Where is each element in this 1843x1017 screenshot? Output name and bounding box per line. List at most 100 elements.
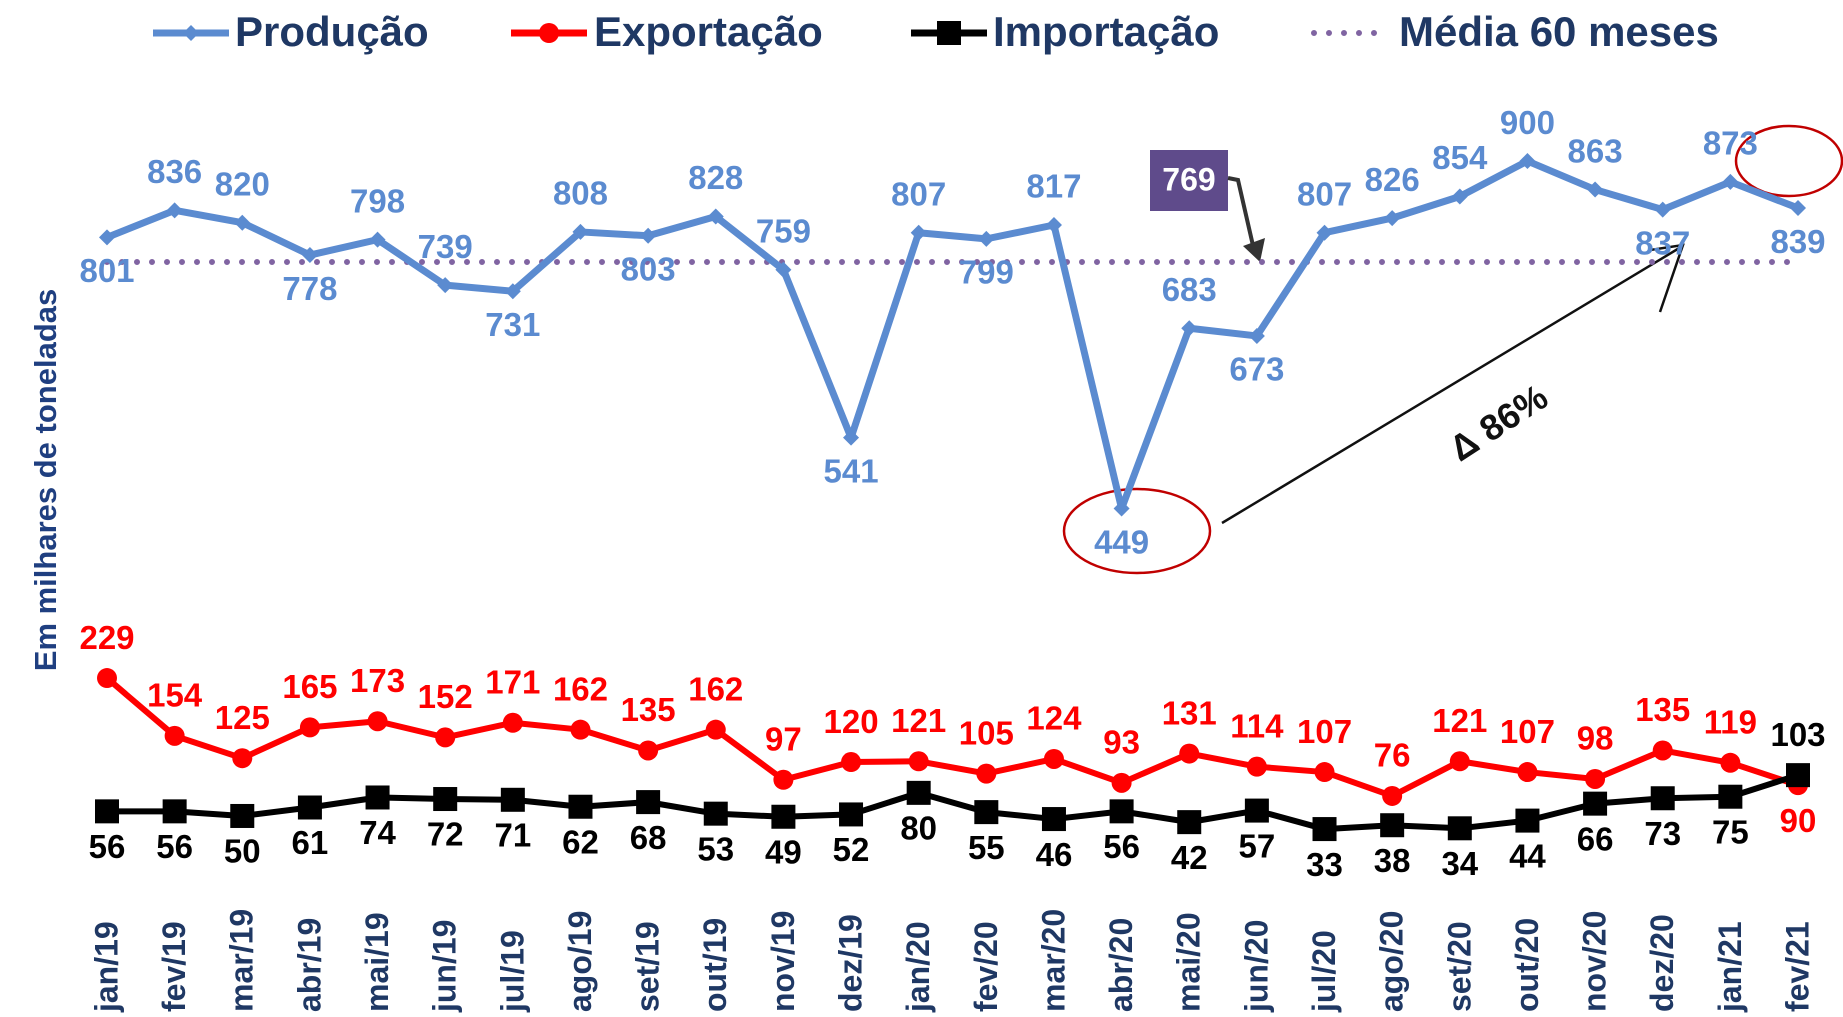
data-label: 107 (1500, 713, 1555, 750)
point (638, 740, 659, 761)
data-label: 165 (282, 668, 337, 705)
data-label: 739 (418, 228, 473, 265)
data-label: 683 (1162, 271, 1217, 308)
point (640, 227, 657, 244)
data-label: 131 (1162, 694, 1217, 731)
data-label: 56 (1103, 828, 1140, 865)
data-label: 90 (1780, 802, 1817, 839)
data-label: 46 (1036, 836, 1073, 873)
point (1041, 807, 1066, 832)
point (232, 748, 253, 769)
legend-label: Média 60 meses (1399, 8, 1719, 55)
data-label: 75 (1712, 813, 1749, 850)
series-line (105, 157, 1800, 513)
point (1380, 813, 1405, 838)
point (1517, 762, 1538, 783)
data-label: 98 (1577, 720, 1614, 757)
data-label: 124 (1026, 700, 1082, 737)
x-tick-label: mar/20 (1035, 909, 1071, 1012)
point (1316, 224, 1333, 241)
data-label: 49 (765, 833, 802, 870)
point (367, 711, 388, 732)
point (1244, 798, 1269, 823)
y-axis-label: Em milhares de toneladas (28, 289, 63, 671)
point (504, 283, 521, 300)
x-tick-label: fev/21 (1779, 921, 1815, 1012)
data-label: 52 (833, 831, 870, 868)
point (839, 802, 864, 827)
point (978, 230, 995, 247)
data-label: 154 (147, 677, 203, 714)
point (568, 794, 593, 819)
data-label: 105 (959, 714, 1014, 751)
data-label: 731 (485, 306, 540, 343)
data-label: 74 (359, 814, 396, 851)
series-line (105, 675, 1799, 799)
point (301, 247, 318, 264)
point (1790, 200, 1806, 217)
data-label: 135 (621, 691, 676, 728)
x-tick-label: jul/20 (1306, 930, 1342, 1013)
data-label: 72 (427, 816, 464, 853)
data-label: 44 (1509, 837, 1546, 874)
data-label: 66 (1577, 820, 1614, 857)
data-label: 836 (147, 153, 202, 190)
point (1045, 217, 1062, 234)
data-label: 107 (1297, 713, 1352, 750)
data-label: 541 (824, 452, 879, 489)
legend-marker (183, 25, 199, 41)
data-label: 900 (1500, 104, 1555, 141)
point (1585, 768, 1606, 789)
point (570, 719, 591, 740)
point (572, 223, 589, 240)
point (1312, 817, 1337, 842)
point (775, 261, 792, 278)
x-tick-label: abr/20 (1103, 918, 1139, 1012)
point (1718, 784, 1743, 809)
point (1177, 810, 1202, 835)
data-label: 71 (494, 817, 531, 854)
point (1179, 743, 1200, 764)
point (841, 752, 862, 773)
data-label: 839 (1770, 223, 1825, 260)
point (1519, 153, 1536, 170)
point (1449, 751, 1470, 772)
data-label: 73 (1644, 815, 1681, 852)
point (707, 208, 724, 225)
point (1786, 763, 1810, 788)
data-label: 57 (1239, 827, 1276, 864)
point (1650, 786, 1675, 811)
x-tick-label: out/19 (697, 918, 733, 1012)
legend-label: Importação (993, 8, 1219, 55)
x-tick-label: set/19 (630, 921, 666, 1012)
annotation-text: 769 (1162, 161, 1215, 197)
delta-annotation: Δ 86% (1442, 376, 1555, 469)
data-label: 162 (688, 670, 743, 707)
data-label: 152 (418, 678, 473, 715)
point (299, 717, 320, 738)
x-tick-label: nov/19 (765, 911, 801, 1012)
data-label: 50 (224, 833, 261, 870)
x-tick-label: jun/20 (1238, 920, 1274, 1013)
point (433, 787, 458, 812)
point (297, 795, 322, 820)
data-label: 135 (1635, 691, 1690, 728)
data-label: 817 (1026, 168, 1081, 205)
x-tick-label: abr/19 (291, 918, 327, 1012)
trend-arrow (1221, 243, 1685, 525)
x-tick-label: fev/19 (156, 921, 192, 1012)
data-label: 801 (79, 252, 134, 289)
x-tick-label: ago/20 (1374, 911, 1410, 1012)
data-label: 121 (1432, 702, 1487, 739)
x-tick-label: jun/19 (427, 920, 463, 1013)
x-tick-label: out/20 (1509, 918, 1545, 1012)
annotation-arrow (1227, 176, 1256, 251)
point (636, 790, 661, 815)
legend-label: Exportação (594, 8, 823, 55)
point (908, 751, 929, 772)
data-label: 449 (1094, 523, 1149, 560)
data-label: 103 (1770, 716, 1825, 753)
annotation-769: 769 (1150, 150, 1265, 262)
point (1113, 500, 1130, 517)
x-tick-label: dez/19 (832, 914, 868, 1012)
